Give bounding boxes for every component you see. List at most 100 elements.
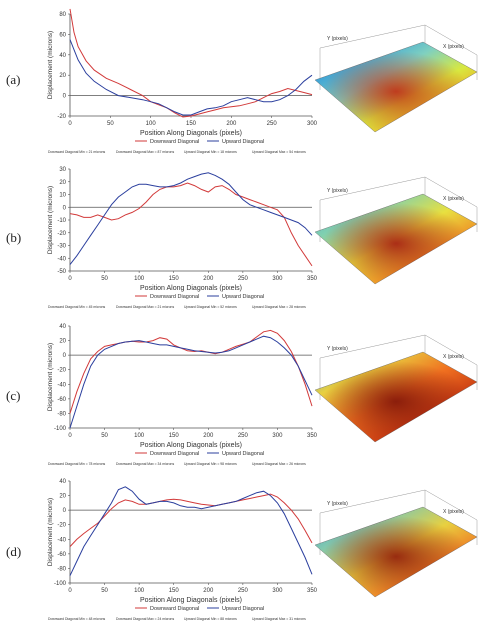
series-line-upward xyxy=(69,486,313,576)
x-tick-label: 150 xyxy=(186,121,197,127)
series-line-downward xyxy=(69,8,313,118)
line-chart: 0 50 100 150 200 250 300 350 -100 -80 -60 -40 -20 0 20… xyxy=(47,324,318,466)
y-axis-title: Displacement (microns) xyxy=(47,186,54,254)
y-tick-label: 20 xyxy=(59,73,66,79)
x-axis-title: Position Along Diagonals (pixels) xyxy=(140,130,242,137)
panel-label: (a) xyxy=(6,72,21,87)
x-tick-label: 250 xyxy=(238,433,249,439)
stat-text: Downward Diagonal Min = 21 microns xyxy=(48,150,106,154)
stat-text: Downward Diagonal Max = 87 microns xyxy=(116,150,174,154)
stat-text: Upward Diagonal Min = 52 microns xyxy=(184,305,237,309)
y-tick-label: -60 xyxy=(57,552,66,558)
stat-text: Downward Diagonal Min = 78 microns xyxy=(48,462,106,466)
series-line-upward xyxy=(69,335,313,429)
x-tick-label: 0 xyxy=(68,433,72,439)
x-tick-label: 250 xyxy=(238,276,249,282)
series-line-downward xyxy=(69,329,313,414)
surface-plot-image: Y (pixels) X (pixels) xyxy=(314,24,478,133)
legend-label: Upward Diagonal xyxy=(222,606,264,612)
y-tick-label: 20 xyxy=(59,339,66,345)
panel-label: (b) xyxy=(6,230,22,245)
y-tick-label: 0 xyxy=(63,205,67,211)
stat-text: Upward Diagonal Min = 98 microns xyxy=(184,462,237,466)
y-tick-label: 20 xyxy=(59,494,66,500)
y-tick-label: -20 xyxy=(57,523,66,529)
x-tick-label: 100 xyxy=(134,588,145,594)
x-tick-label: 100 xyxy=(134,433,145,439)
y-axis-title: Displacement (microns) xyxy=(47,498,54,566)
surface-axis-label: X (pixels) xyxy=(443,354,464,360)
legend-label: Upward Diagonal xyxy=(222,294,264,300)
x-tick-label: 200 xyxy=(226,121,237,127)
x-tick-label: 50 xyxy=(107,121,114,127)
y-tick-label: 30 xyxy=(59,167,66,173)
y-tick-label: 60 xyxy=(59,32,66,38)
y-tick-label: -50 xyxy=(57,269,66,275)
x-tick-label: 300 xyxy=(272,588,283,594)
y-tick-label: -40 xyxy=(57,382,66,388)
series-line-upward xyxy=(69,39,313,116)
x-tick-label: 50 xyxy=(101,276,108,282)
stat-text: Downward Diagonal Max = 24 microns xyxy=(116,617,174,621)
y-tick-label: -10 xyxy=(57,218,66,224)
x-tick-label: 300 xyxy=(272,433,283,439)
x-tick-label: 0 xyxy=(68,276,72,282)
x-tick-label: 200 xyxy=(203,588,214,594)
y-tick-label: 10 xyxy=(59,193,66,199)
x-tick-label: 200 xyxy=(203,433,214,439)
x-tick-label: 50 xyxy=(101,588,108,594)
surface-plot-image: Y (pixels) X (pixels) xyxy=(314,489,478,598)
y-tick-label: -20 xyxy=(57,368,66,374)
legend-label: Downward Diagonal xyxy=(150,294,199,300)
x-tick-label: 150 xyxy=(169,276,180,282)
series-line-upward xyxy=(69,172,313,265)
series-line-downward xyxy=(69,493,313,547)
surface-axis-label: X (pixels) xyxy=(443,509,464,515)
y-tick-label: -40 xyxy=(57,256,66,262)
y-tick-label: -80 xyxy=(57,411,66,417)
surface-axis-label: Y (pixels) xyxy=(327,36,348,42)
y-axis-title: Displacement (microns) xyxy=(47,343,54,411)
y-tick-label: 40 xyxy=(59,324,66,330)
x-axis-title: Position Along Diagonals (pixels) xyxy=(140,442,242,449)
panel-label: (c) xyxy=(6,388,21,403)
y-tick-label: 40 xyxy=(59,53,66,59)
surface-plot-image: Y (pixels) X (pixels) xyxy=(314,334,478,443)
stat-text: Downward Diagonal Min = 45 microns xyxy=(48,305,106,309)
x-tick-label: 200 xyxy=(203,276,214,282)
surface-axis-label: Y (pixels) xyxy=(327,501,348,507)
x-tick-label: 150 xyxy=(169,433,180,439)
x-tick-label: 150 xyxy=(169,588,180,594)
x-tick-label: 50 xyxy=(101,433,108,439)
x-axis-title: Position Along Diagonals (pixels) xyxy=(140,597,242,604)
y-tick-label: 0 xyxy=(63,94,67,100)
y-tick-label: -60 xyxy=(57,397,66,403)
x-tick-label: 350 xyxy=(307,276,318,282)
y-tick-label: -40 xyxy=(57,537,66,543)
y-tick-label: -100 xyxy=(54,426,67,432)
x-tick-label: 300 xyxy=(307,121,318,127)
legend-label: Upward Diagonal xyxy=(222,139,264,145)
surface-axis-label: X (pixels) xyxy=(443,44,464,50)
y-tick-label: 20 xyxy=(59,180,66,186)
x-tick-label: 100 xyxy=(146,121,157,127)
x-tick-label: 250 xyxy=(238,588,249,594)
legend-label: Downward Diagonal xyxy=(150,139,199,145)
stat-text: Upward Diagonal Max = 28 microns xyxy=(252,305,306,309)
x-tick-label: 350 xyxy=(307,433,318,439)
series-line-downward xyxy=(69,182,313,267)
x-tick-label: 350 xyxy=(307,588,318,594)
x-tick-label: 100 xyxy=(134,276,145,282)
y-tick-label: 0 xyxy=(63,353,67,359)
stat-text: Upward Diagonal Max = 26 microns xyxy=(252,462,306,466)
line-chart: 0 50 100 150 200 250 300 350 -100 -80 -60 -40 -20 0 20… xyxy=(47,479,318,621)
stat-text: Downward Diagonal Max = 21 microns xyxy=(116,305,174,309)
stat-text: Downward Diagonal Min = 48 microns xyxy=(48,617,106,621)
stat-text: Upward Diagonal Min = 88 microns xyxy=(184,617,237,621)
x-tick-label: 0 xyxy=(68,121,72,127)
stat-text: Upward Diagonal Max = 31 microns xyxy=(252,617,306,621)
y-tick-label: 0 xyxy=(63,508,67,514)
y-axis-title: Displacement (microns) xyxy=(47,31,54,99)
y-tick-label: 80 xyxy=(59,12,66,18)
